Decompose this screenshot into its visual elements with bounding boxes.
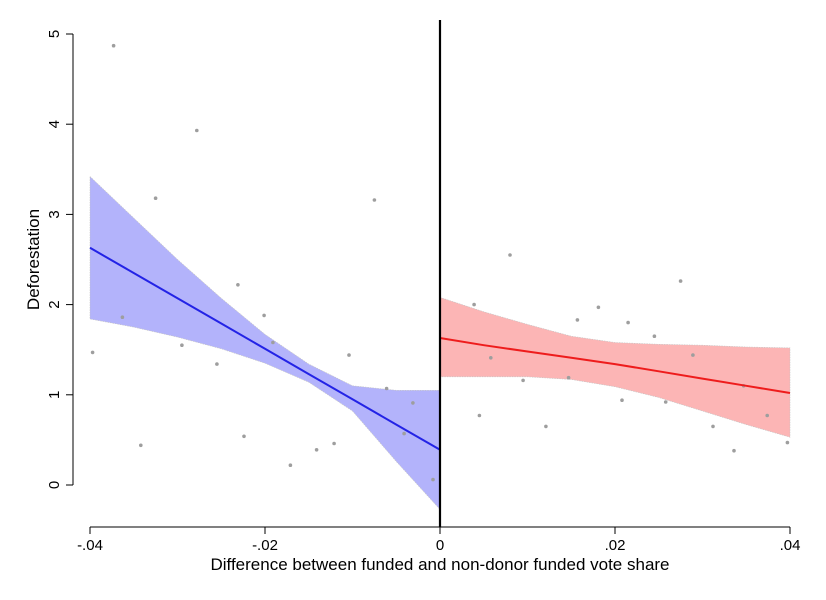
data-point <box>620 398 624 403</box>
data-point <box>431 477 435 482</box>
data-point <box>139 443 143 448</box>
data-point <box>215 362 219 366</box>
data-point <box>402 431 406 436</box>
data-point <box>372 198 377 202</box>
data-point <box>271 340 275 345</box>
data-point <box>663 400 668 404</box>
data-point <box>180 343 184 348</box>
x-tick-label: .04 <box>780 537 801 554</box>
data-point <box>626 320 630 325</box>
fit-line-right <box>439 337 791 394</box>
data-point <box>332 441 336 446</box>
y-tick-label: 5 <box>46 30 63 38</box>
y-ticks: 0 1 2 3 4 5 <box>46 30 73 489</box>
y-tick-label: 2 <box>46 300 63 308</box>
data-point <box>236 283 240 287</box>
data-point <box>347 353 351 357</box>
fit-lines <box>89 246 791 451</box>
data-point <box>242 434 246 439</box>
data-point <box>477 413 482 418</box>
data-point <box>691 353 695 357</box>
data-point <box>678 279 683 283</box>
data-point <box>288 463 293 468</box>
ci-band-right <box>439 296 791 438</box>
data-point <box>765 413 769 418</box>
data-point <box>521 378 525 383</box>
data-point <box>785 440 790 445</box>
y-tick-label: 1 <box>46 391 63 399</box>
data-point <box>711 424 715 429</box>
data-point <box>566 375 571 380</box>
data-point <box>120 315 125 320</box>
confidence-bands <box>89 175 791 511</box>
data-point <box>489 356 493 360</box>
data-point <box>411 401 415 405</box>
data-point <box>195 128 199 133</box>
data-point <box>596 305 601 310</box>
x-tick-label: 0 <box>436 537 444 554</box>
data-point <box>262 313 266 318</box>
data-point <box>472 302 476 307</box>
data-point <box>652 334 657 339</box>
y-tick-label: 4 <box>46 120 63 128</box>
data-point <box>544 424 548 429</box>
data-point <box>508 253 512 257</box>
x-tick-label: -.02 <box>252 537 278 554</box>
axes: 0 1 2 3 4 5 -.04 -.02 0 .02 .04 <box>46 20 800 554</box>
data-point <box>314 448 319 452</box>
data-point <box>111 43 116 48</box>
data-point <box>90 350 95 355</box>
data-point <box>384 386 389 391</box>
x-ticks: -.04 -.02 0 .02 .04 <box>77 527 800 554</box>
x-tick-label: -.04 <box>77 537 103 554</box>
x-axis-title: Difference between funded and non-donor … <box>210 555 669 574</box>
y-tick-label: 3 <box>46 210 63 218</box>
data-point <box>575 318 580 322</box>
x-tick-label: .02 <box>605 537 626 554</box>
fit-line-left <box>89 246 441 451</box>
data-point <box>732 448 736 453</box>
y-axis-title: Deforestation <box>24 209 43 310</box>
ci-band-left <box>89 175 441 511</box>
scatter-points <box>90 43 790 482</box>
y-tick-label: 0 <box>46 481 63 489</box>
data-point <box>153 196 158 200</box>
